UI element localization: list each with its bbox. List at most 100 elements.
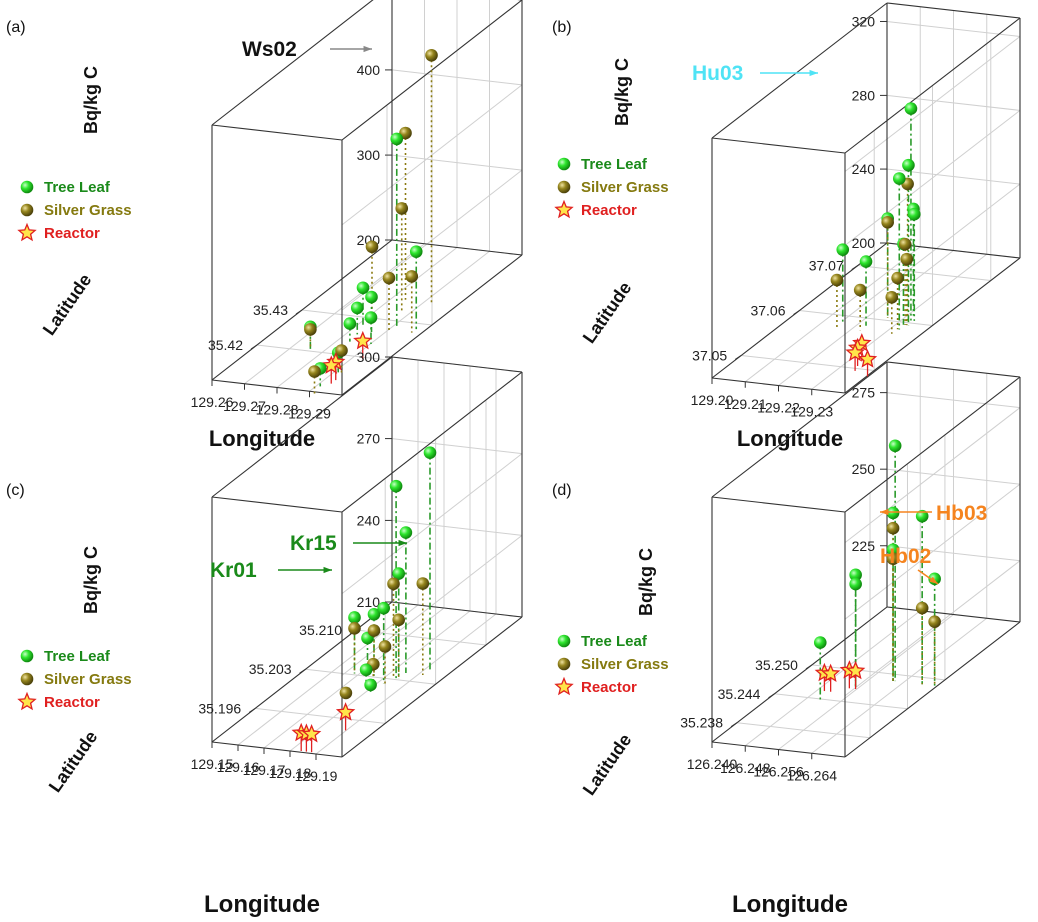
legend-label-reactor: Reactor bbox=[44, 694, 100, 711]
z-tick-label: 250 bbox=[852, 461, 876, 477]
legend-marker-reactor bbox=[554, 199, 574, 219]
annotation-arrow-hu03-head bbox=[809, 69, 818, 77]
silver-grass-point bbox=[335, 344, 348, 357]
silver-grass-point bbox=[830, 273, 844, 287]
axis-frame-line bbox=[711, 606, 888, 743]
legend-label-tree-leaf: Tree Leaf bbox=[581, 633, 648, 650]
annotation-arrow-ws02-head bbox=[363, 45, 372, 53]
tree-leaf-point bbox=[367, 607, 381, 621]
tree-leaf-point bbox=[892, 172, 906, 185]
grid-line bbox=[774, 693, 908, 710]
grid-line bbox=[341, 535, 523, 676]
silver-grass-point bbox=[382, 271, 396, 285]
x-axis-label: Longitude bbox=[737, 426, 843, 451]
annotation-hu03: Hu03 bbox=[692, 62, 743, 85]
tree-leaf-point bbox=[888, 439, 902, 453]
x-axis-label: Longitude bbox=[204, 891, 320, 918]
axis-frame-line bbox=[211, 741, 343, 758]
tree-leaf-point bbox=[377, 601, 391, 615]
grid-line bbox=[844, 36, 1021, 172]
axis-frame-line bbox=[711, 137, 846, 154]
grid-line bbox=[886, 20, 1021, 37]
legend-label-silver-grass: Silver Grass bbox=[44, 671, 132, 688]
axis-frame-line bbox=[844, 257, 1021, 394]
grid-line bbox=[886, 392, 1021, 409]
x-tick-label: 126.240 bbox=[687, 756, 738, 772]
y-tick-label: 35.210 bbox=[299, 622, 342, 638]
legend-label-reactor: Reactor bbox=[581, 202, 637, 219]
axis-frame-line bbox=[391, 356, 523, 373]
grid-line bbox=[844, 110, 1021, 246]
y-tick-label: 35.42 bbox=[208, 337, 243, 353]
silver-grass-point bbox=[898, 237, 912, 251]
reactor-point bbox=[857, 349, 878, 368]
legend-label-reactor: Reactor bbox=[581, 679, 637, 696]
reactor-point bbox=[301, 723, 322, 743]
legend-label-silver-grass: Silver Grass bbox=[581, 179, 669, 196]
y-tick bbox=[295, 309, 303, 315]
grid-line bbox=[341, 453, 523, 594]
y-axis-label: Latitude bbox=[39, 270, 96, 339]
legend-marker-tree-leaf bbox=[557, 157, 571, 171]
y-tick bbox=[734, 355, 742, 360]
z-tick-label: 275 bbox=[852, 385, 876, 401]
legend-marker-silver-grass bbox=[20, 203, 34, 217]
grid-line bbox=[736, 722, 871, 739]
y-tick bbox=[250, 344, 258, 350]
z-tick-label: 280 bbox=[852, 87, 876, 103]
grid-line bbox=[305, 668, 436, 685]
legend-label-silver-grass: Silver Grass bbox=[581, 656, 669, 673]
z-axis-label: Bq/kg C bbox=[636, 548, 656, 616]
silver-grass-point bbox=[885, 290, 899, 304]
tree-leaf-point bbox=[343, 317, 357, 330]
y-tick-label: 37.05 bbox=[692, 347, 727, 363]
axis-frame-line bbox=[211, 0, 374, 126]
tree-leaf-point bbox=[390, 132, 404, 146]
legend-marker-tree-leaf bbox=[20, 649, 34, 663]
y-tick-label: 35.244 bbox=[718, 686, 761, 702]
tree-leaf-point bbox=[813, 636, 827, 649]
tree-leaf-point bbox=[886, 506, 900, 520]
x-axis-label: Longitude bbox=[732, 891, 848, 918]
panel-label: (a) bbox=[6, 19, 26, 36]
axis-frame-line bbox=[341, 371, 523, 513]
grid-line bbox=[237, 604, 419, 746]
y-axis-label: Latitude bbox=[579, 730, 636, 799]
x-tick-label: 129.27 bbox=[223, 398, 266, 414]
x-tick-label: 129.19 bbox=[295, 768, 338, 784]
tree-leaf-point bbox=[859, 255, 873, 268]
y-tick-label: 37.06 bbox=[750, 303, 785, 319]
y-tick bbox=[793, 310, 800, 315]
grid-line bbox=[255, 707, 386, 724]
tree-leaf-point bbox=[399, 526, 413, 539]
tree-leaf-point bbox=[904, 102, 918, 115]
annotation-arrow-hb03-head bbox=[880, 508, 889, 516]
z-tick-label: 320 bbox=[852, 13, 876, 29]
y-tick bbox=[730, 722, 738, 728]
silver-grass-point bbox=[891, 271, 904, 285]
z-tick-label: 240 bbox=[357, 512, 381, 528]
x-tick-label: 129.21 bbox=[724, 396, 767, 412]
y-tick-label: 35.196 bbox=[198, 700, 241, 716]
y-tick bbox=[299, 668, 306, 674]
grid-line bbox=[886, 94, 1021, 111]
axis-frame-line bbox=[341, 254, 523, 396]
x-tick-label: 126.264 bbox=[786, 767, 837, 783]
y-tick bbox=[768, 693, 775, 699]
axis-frame-line bbox=[211, 356, 393, 498]
silver-grass-point bbox=[367, 624, 381, 637]
axis-frame-line bbox=[341, 616, 523, 758]
legend: Tree Leaf Silver Grass Reactor bbox=[554, 633, 669, 696]
annotation-kr01: Kr01 bbox=[210, 559, 257, 582]
silver-grass-point bbox=[387, 577, 400, 591]
tree-leaf-point bbox=[364, 678, 377, 692]
y-tick-label: 35.43 bbox=[253, 302, 288, 318]
annotation-hb03: Hb03 bbox=[936, 502, 987, 525]
axis-frame-line bbox=[211, 124, 343, 141]
reactor-point bbox=[335, 702, 356, 721]
legend-label-silver-grass: Silver Grass bbox=[44, 202, 132, 219]
grid-line bbox=[256, 344, 388, 361]
